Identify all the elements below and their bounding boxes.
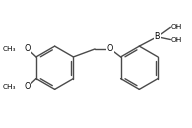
Text: B: B bbox=[154, 32, 160, 41]
Text: CH₃: CH₃ bbox=[2, 84, 16, 90]
Text: OH: OH bbox=[170, 24, 182, 30]
Text: OH: OH bbox=[170, 36, 182, 42]
Text: CH₃: CH₃ bbox=[2, 46, 16, 52]
Text: O: O bbox=[24, 82, 31, 91]
Text: O: O bbox=[107, 44, 113, 54]
Text: O: O bbox=[24, 44, 31, 54]
